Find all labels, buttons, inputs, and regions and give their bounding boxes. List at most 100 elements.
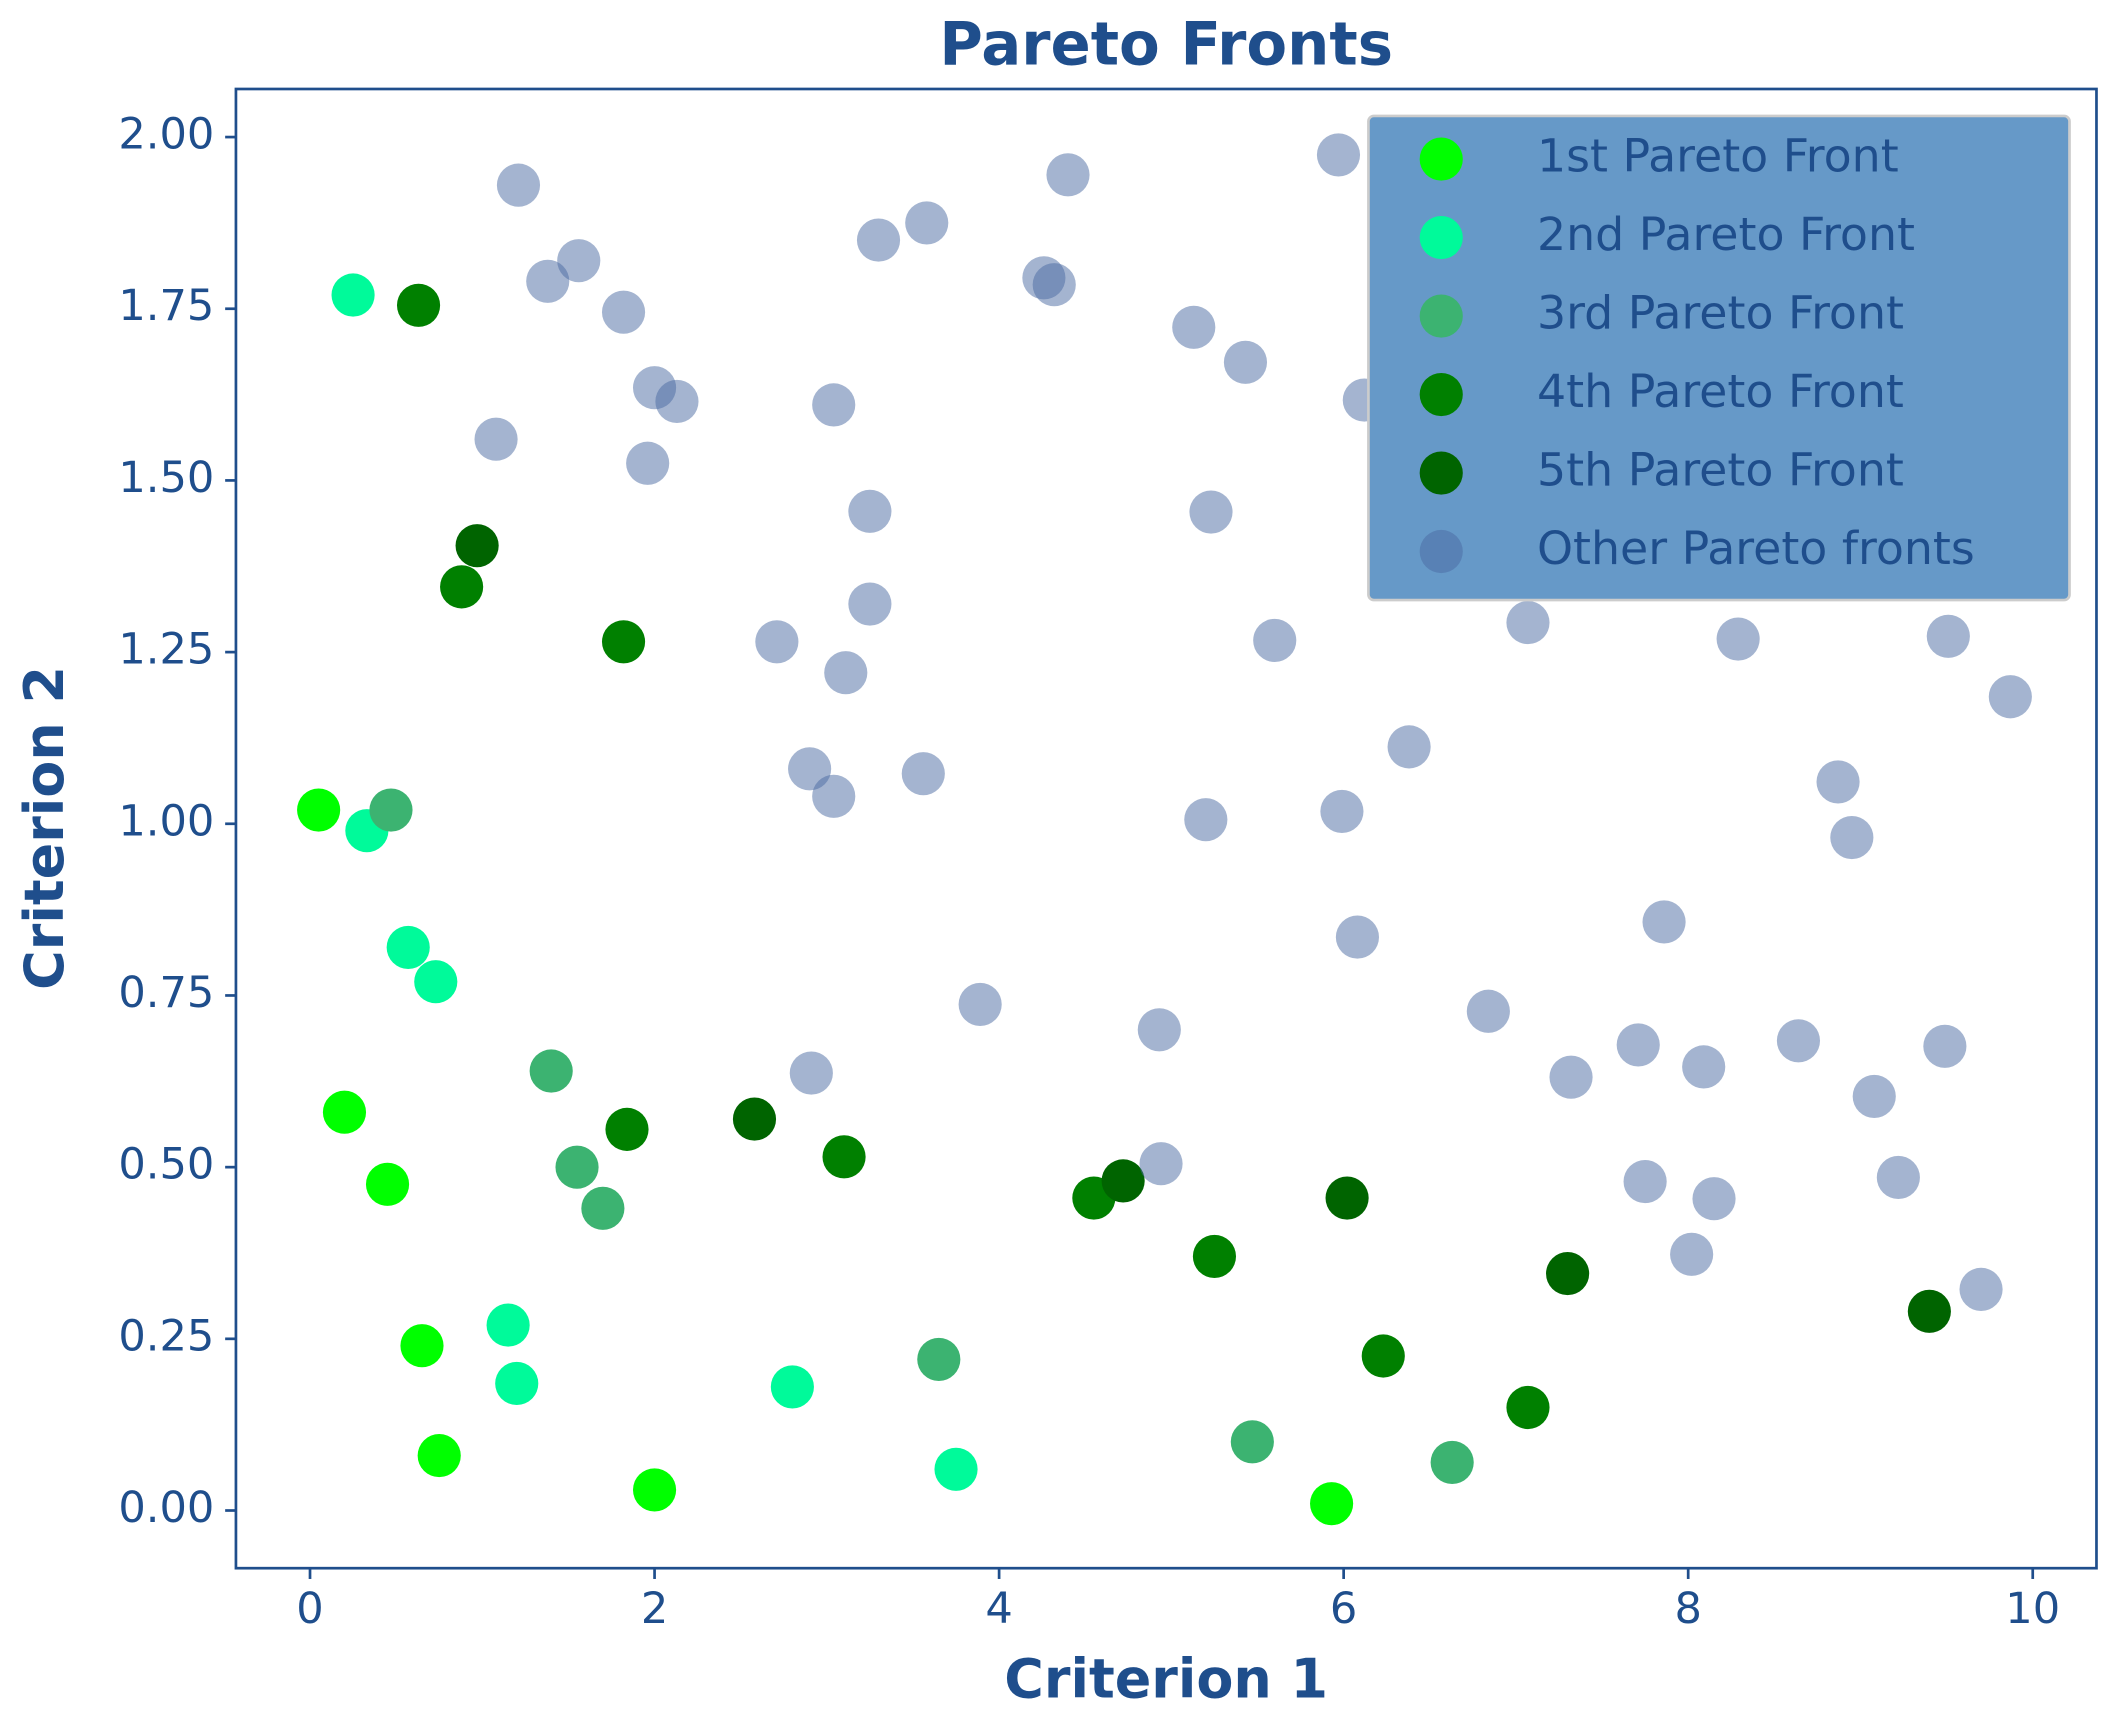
- point: [1361, 1334, 1405, 1378]
- point: [1926, 614, 1970, 658]
- legend-label: 4th Pareto Front: [1537, 364, 1904, 418]
- point: [1907, 1289, 1951, 1333]
- point: [495, 1361, 539, 1406]
- point: [1172, 305, 1216, 349]
- point: [365, 1162, 410, 1206]
- point: [1682, 1045, 1726, 1089]
- point: [824, 651, 868, 695]
- point: [822, 1135, 866, 1179]
- point: [601, 290, 646, 334]
- point: [1230, 1420, 1274, 1464]
- legend-marker: [1419, 216, 1463, 260]
- legend-label: Other Pareto fronts: [1537, 521, 1975, 575]
- x-tick-label: 2: [641, 1584, 668, 1634]
- point: [812, 774, 856, 818]
- point: [474, 417, 518, 461]
- point: [1430, 1440, 1474, 1485]
- point: [848, 489, 892, 533]
- point: [1223, 340, 1268, 384]
- point: [1546, 1252, 1590, 1296]
- legend-label: 2nd Pareto Front: [1537, 207, 1915, 261]
- point: [1046, 153, 1090, 197]
- point: [1506, 601, 1550, 645]
- point: [770, 1365, 814, 1409]
- point: [1320, 789, 1364, 833]
- point: [1549, 1055, 1593, 1099]
- point: [917, 1337, 961, 1382]
- y-tick-label: 1.25: [118, 625, 214, 675]
- point: [486, 1303, 530, 1347]
- y-tick-label: 0.00: [118, 1483, 214, 1533]
- point: [1101, 1159, 1145, 1203]
- point: [1716, 617, 1760, 661]
- y-tick-label: 1.50: [118, 453, 214, 503]
- point: [1325, 1176, 1369, 1220]
- x-axis-label: Criterion 1: [1004, 1647, 1328, 1710]
- point: [414, 960, 458, 1004]
- point: [1816, 760, 1860, 804]
- point: [1988, 675, 2032, 719]
- point: [1830, 815, 1874, 860]
- point: [732, 1097, 777, 1141]
- point: [1253, 618, 1297, 663]
- point: [1184, 798, 1228, 842]
- legend-marker: [1419, 294, 1463, 338]
- y-tick-label: 2.00: [118, 110, 214, 160]
- point: [655, 379, 699, 424]
- point: [1923, 1024, 1967, 1068]
- point: [1670, 1232, 1714, 1276]
- y-tick-label: 0.75: [118, 968, 214, 1018]
- y-tick-label: 0.50: [118, 1140, 214, 1190]
- point: [905, 201, 949, 245]
- point: [440, 565, 484, 609]
- point: [1137, 1008, 1181, 1052]
- legend-marker: [1419, 529, 1463, 574]
- point: [1959, 1267, 2003, 1311]
- point: [1506, 1385, 1550, 1430]
- point: [1776, 1019, 1821, 1063]
- legend-marker: [1419, 451, 1463, 495]
- legend-label: 3rd Pareto Front: [1537, 286, 1904, 340]
- point: [848, 582, 892, 626]
- point: [417, 1433, 461, 1478]
- point: [386, 925, 430, 969]
- chart-title: Pareto Fronts: [939, 10, 1393, 79]
- plot-frame: [234, 87, 2098, 1570]
- x-tick-label: 4: [985, 1584, 1012, 1634]
- point: [455, 524, 499, 568]
- point: [396, 283, 441, 327]
- legend-marker: [1419, 372, 1463, 417]
- legend-box: [1367, 114, 2071, 602]
- point: [529, 1049, 573, 1093]
- point: [1189, 490, 1233, 534]
- point: [934, 1447, 978, 1491]
- point: [1310, 1482, 1354, 1526]
- point: [1032, 263, 1076, 307]
- point: [755, 620, 799, 664]
- point: [1192, 1234, 1237, 1278]
- point: [322, 1090, 367, 1134]
- y-tick-label: 0.25: [118, 1311, 214, 1361]
- legend-label: 1st Pareto Front: [1537, 129, 1899, 183]
- point: [789, 1051, 833, 1095]
- point: [369, 788, 413, 832]
- point: [1616, 1023, 1660, 1067]
- point: [856, 218, 901, 262]
- legend-marker: [1419, 137, 1463, 181]
- x-tick-label: 10: [2005, 1584, 2060, 1634]
- point: [1335, 915, 1379, 959]
- point: [1623, 1159, 1667, 1204]
- point: [626, 441, 670, 485]
- point: [605, 1107, 649, 1151]
- y-axis-label: Criterion 2: [13, 666, 76, 990]
- legend-label: 5th Pareto Front: [1537, 443, 1904, 497]
- point: [1642, 900, 1686, 944]
- point: [812, 383, 856, 427]
- x-tick-label: 8: [1674, 1584, 1701, 1634]
- point: [1466, 989, 1510, 1033]
- point: [1139, 1142, 1183, 1186]
- point: [632, 1468, 677, 1512]
- point: [555, 1145, 599, 1189]
- point: [958, 982, 1002, 1026]
